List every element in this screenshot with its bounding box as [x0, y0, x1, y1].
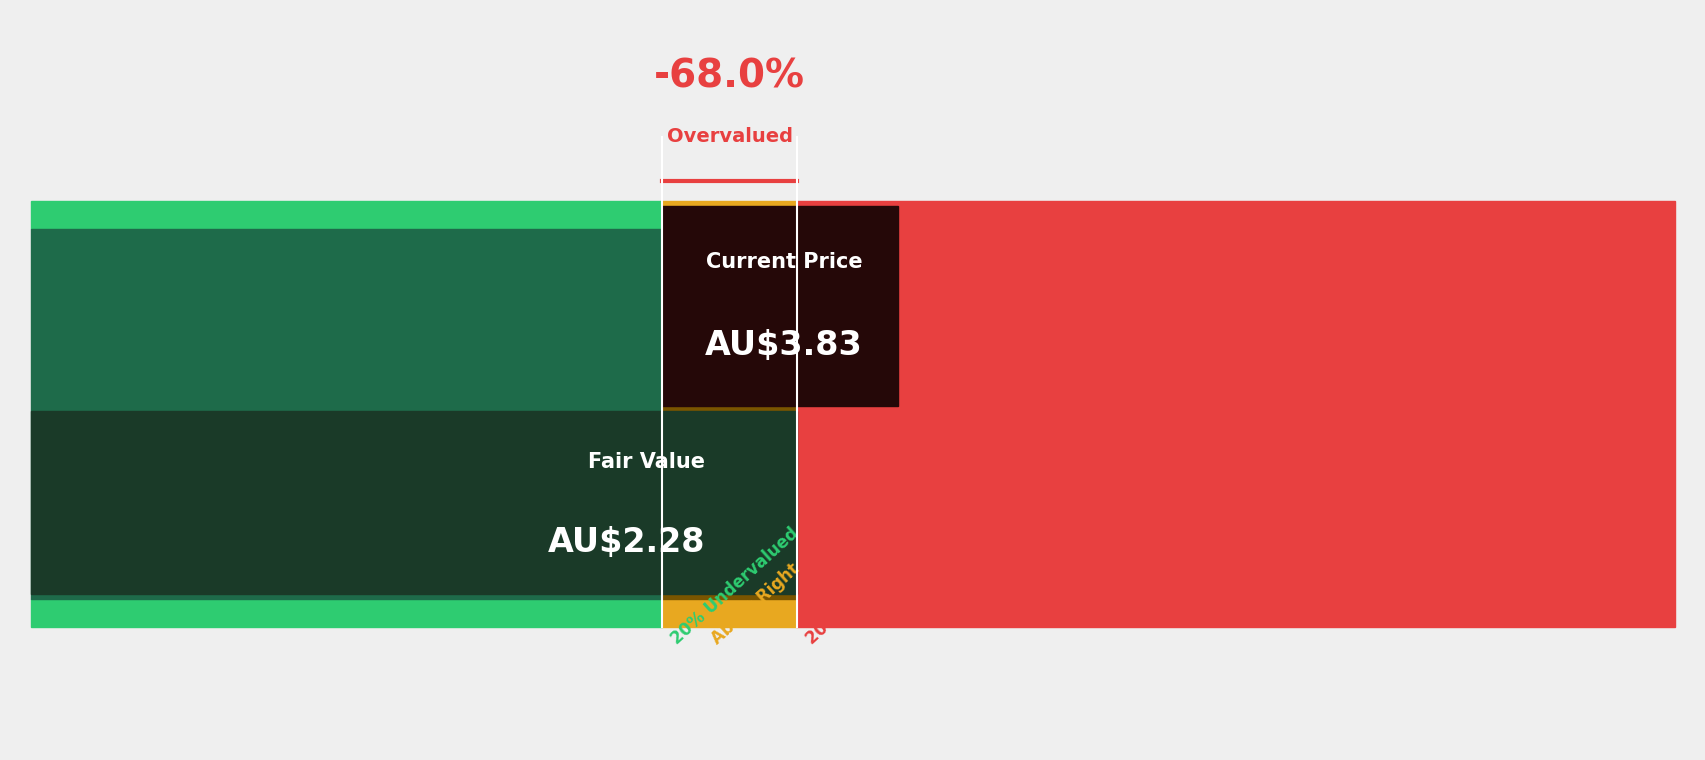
Bar [31, 229, 662, 600]
Bar [662, 201, 796, 229]
Bar [31, 201, 662, 229]
Text: Overvalued: Overvalued [667, 128, 793, 147]
Bar [662, 229, 796, 600]
Text: About Right: About Right [708, 560, 803, 648]
Text: 20% Overvalued: 20% Overvalued [801, 532, 928, 648]
Text: -68.0%: -68.0% [653, 57, 805, 95]
Bar [662, 205, 897, 406]
Text: Fair Value: Fair Value [588, 452, 704, 473]
Text: AU$2.28: AU$2.28 [547, 526, 704, 559]
Text: AU$3.83: AU$3.83 [704, 329, 863, 363]
Bar [31, 600, 662, 627]
Text: Current Price: Current Price [706, 252, 863, 271]
Bar [662, 600, 796, 627]
Text: 20% Undervalued: 20% Undervalued [667, 524, 801, 648]
Bar [796, 201, 1674, 627]
Bar [31, 411, 796, 594]
